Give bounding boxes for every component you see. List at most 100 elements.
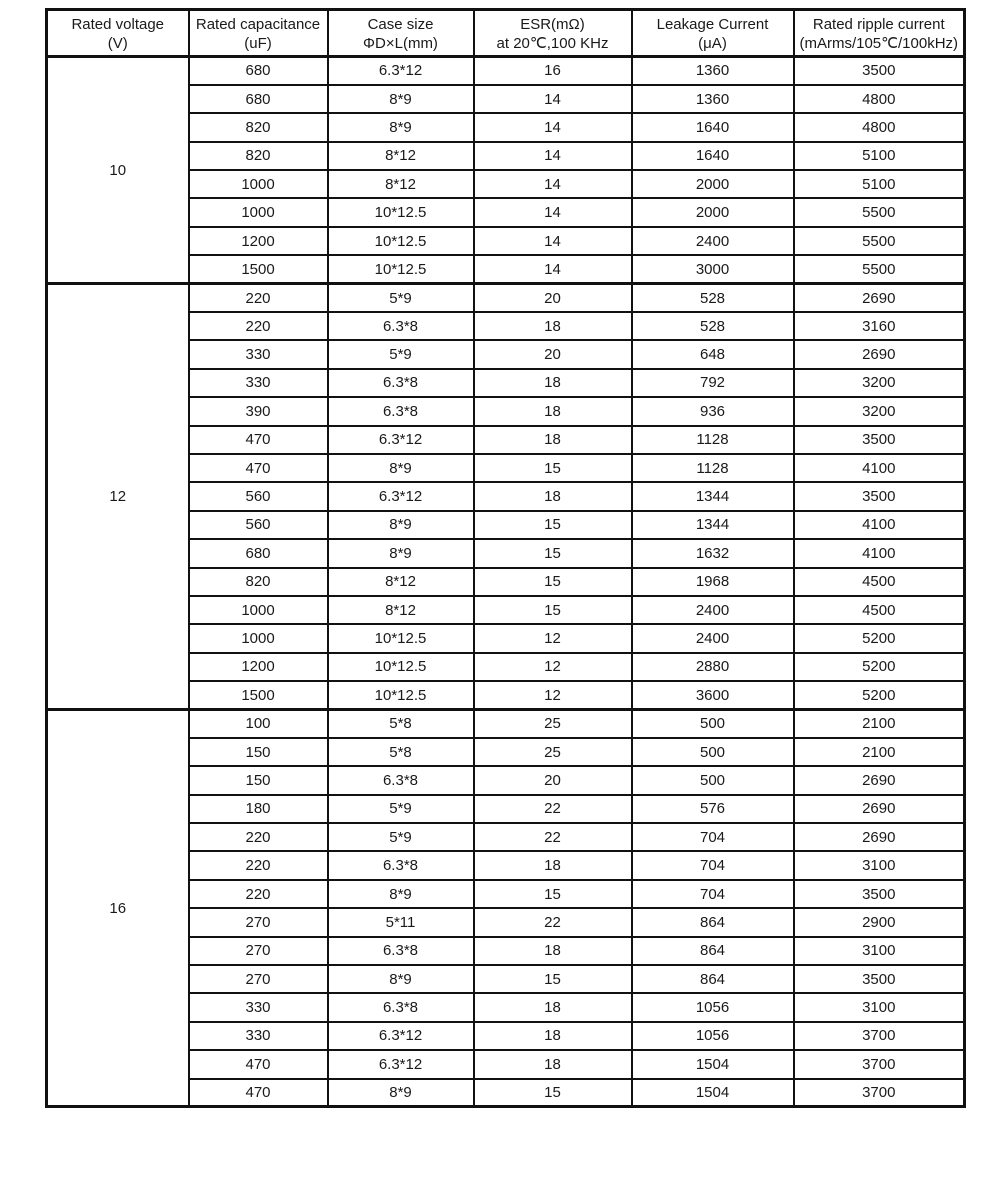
table-cell-leakage: 1640 [630,140,795,172]
table-cell-case-size: 6.3*12 [326,481,475,512]
table-cell-capacitance: 1500 [187,254,329,285]
table-cell-ripple: 3200 [792,367,966,399]
table-cell-capacitance: 220 [187,311,329,342]
table-cell-case-size: 8*9 [326,452,475,484]
table-cell-esr: 22 [472,907,633,938]
table-cell-case-size: 5*9 [326,339,475,370]
table-cell-ripple: 3700 [792,1077,966,1108]
table-cell-capacitance: 1200 [187,651,329,683]
table-cell-case-size: 6.3*12 [326,1049,475,1080]
header-line1: Leakage Current [656,16,769,33]
table-cell-leakage: 1504 [630,1077,795,1108]
table-cell-leakage: 528 [630,282,795,314]
table-row: 180 5*9 22 576 2690 [47,793,966,825]
table-cell-case-size: 8*12 [326,169,475,200]
table-cell-esr: 18 [472,424,633,455]
table-cell-capacitance: 270 [187,963,329,995]
table-cell-case-size: 10*12.5 [326,197,475,228]
table-row: 470 8*9 15 1504 3700 [47,1077,966,1108]
table-row: 150 5*8 25 500 2100 [47,736,966,768]
table-cell-ripple: 2690 [792,765,966,796]
table-cell-case-size: 6.3*8 [326,765,475,796]
capacitor-spec-table: Rated voltage (V) Rated capacitance (uF) Cas… [45,8,966,1109]
table-cell-capacitance: 820 [187,112,329,143]
table-cell-case-size: 6.3*8 [326,992,475,1023]
table-cell-leakage: 2400 [630,623,795,654]
table-row: 220 6.3*8 18 528 3160 [47,311,966,342]
table-cell-case-size: 10*12.5 [326,225,475,257]
table-cell-leakage: 500 [630,707,795,739]
table-cell-case-size: 6.3*8 [326,935,475,967]
table-row: 1000 8*12 15 2400 4500 [47,594,966,626]
table-cell-leakage: 1128 [630,452,795,484]
table-cell-case-size: 8*9 [326,963,475,995]
table-cell-leakage: 792 [630,367,795,399]
table-cell-leakage: 1504 [630,1049,795,1080]
table-cell-capacitance: 1000 [187,594,329,626]
table-cell-capacitance: 470 [187,424,329,455]
table-cell-esr: 15 [472,452,633,484]
table-row: 270 8*9 15 864 3500 [47,963,966,995]
table-cell-ripple: 3500 [792,54,966,86]
table-cell-case-size: 8*12 [326,140,475,172]
table-cell-case-size: 8*12 [326,594,475,626]
table-row: 220 8*9 15 704 3500 [47,878,966,910]
table-cell-ripple: 3200 [792,396,966,427]
table-row: 820 8*12 14 1640 5100 [47,140,966,172]
table-cell-capacitance: 680 [187,538,329,569]
table-cell-ripple: 3100 [792,992,966,1023]
table-row: 330 5*9 20 648 2690 [47,339,966,370]
table-row: 820 8*9 14 1640 4800 [47,112,966,143]
table-cell-ripple: 4100 [792,538,966,569]
table-cell-esr: 15 [472,878,633,910]
table-row: 16 100 5*8 25 500 2100 [45,707,966,1108]
table-cell-esr: 18 [472,1049,633,1080]
header-line1: Case size [367,16,434,33]
table-cell-case-size: 8*12 [326,566,475,597]
header-line2: ΦD×L(mm) [363,35,438,52]
table-cell-leakage: 864 [630,907,795,938]
table-cell-case-size: 6.3*12 [326,424,475,455]
table-cell-capacitance: 330 [187,992,329,1023]
header-line2: (μA) [698,35,727,52]
table-cell-ripple: 3100 [792,935,966,967]
table-cell-ripple: 5500 [792,225,966,257]
table-cell-leakage: 1344 [630,481,795,512]
table-cell-capacitance: 330 [187,339,329,370]
table-cell-esr: 25 [472,736,633,768]
header-line2: at 20℃,100 KHz [496,35,609,52]
table-cell-leakage: 704 [630,878,795,910]
table-cell-case-size: 8*9 [326,538,475,569]
table-cell-capacitance: 390 [187,396,329,427]
voltage-group-cell: 12 [45,282,190,711]
table-cell-ripple: 3700 [792,1020,966,1052]
table-cell-capacitance: 820 [187,566,329,597]
table-cell-leakage: 1968 [630,566,795,597]
table-cell-esr: 18 [472,850,633,881]
table-cell-esr: 12 [472,680,633,711]
table-cell-case-size: 10*12.5 [326,651,475,683]
table-row: 470 6.3*12 18 1128 3500 [47,424,966,455]
table-cell-leakage: 648 [630,339,795,370]
table-cell-esr: 18 [472,367,633,399]
table-row: 12 220 5*9 20 528 2690 [45,282,966,711]
table-cell-case-size: 10*12.5 [326,623,475,654]
table-cell-capacitance: 470 [187,1077,329,1108]
table-cell-esr: 14 [472,112,633,143]
table-cell-esr: 16 [472,54,633,86]
table-cell-leakage: 1640 [630,112,795,143]
table-row: 330 6.3*12 18 1056 3700 [47,1020,966,1052]
header-row: Rated voltage (V) Rated capacitance (uF) Cas… [45,8,966,58]
table-cell-leakage: 704 [630,822,795,853]
table-row: 220 6.3*8 18 704 3100 [47,850,966,881]
table-cell-case-size: 8*9 [326,1077,475,1108]
table-cell-ripple: 2900 [792,907,966,938]
table-row: 470 6.3*12 18 1504 3700 [47,1049,966,1080]
table-cell-capacitance: 180 [187,793,329,825]
table-cell-leakage: 3600 [630,680,795,711]
table-cell-ripple: 4100 [792,509,966,541]
table-cell-leakage: 1632 [630,538,795,569]
table-cell-case-size: 5*11 [326,907,475,938]
table-cell-leakage: 528 [630,311,795,342]
